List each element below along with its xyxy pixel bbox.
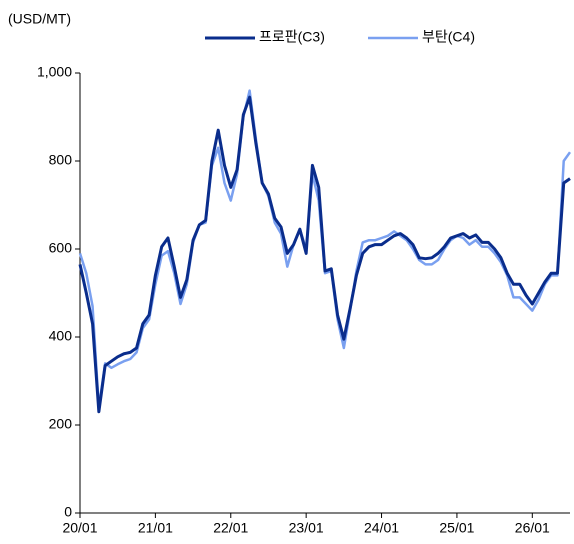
x-tick-label: 20/01: [62, 520, 97, 536]
y-tick-label: 400: [49, 328, 73, 344]
series-line: [78, 95, 571, 414]
series-line: [78, 89, 572, 409]
y-tick-label: 200: [49, 416, 73, 432]
legend-label: 부탄(C4): [422, 29, 475, 45]
legend-label: 프로판(C3): [259, 29, 325, 45]
y-tick-label: 0: [64, 504, 72, 520]
x-tick-label: 24/01: [364, 520, 399, 536]
y-tick-label: 800: [49, 152, 73, 168]
y-axis-title: (USD/MT): [8, 11, 71, 27]
y-tick-label: 1,000: [37, 64, 72, 80]
x-tick-label: 22/01: [213, 520, 248, 536]
x-tick-label: 23/01: [289, 520, 324, 536]
y-tick-label: 600: [49, 240, 73, 256]
x-tick-label: 26/01: [515, 520, 550, 536]
x-tick-label: 21/01: [138, 520, 173, 536]
x-tick-label: 25/01: [439, 520, 474, 536]
